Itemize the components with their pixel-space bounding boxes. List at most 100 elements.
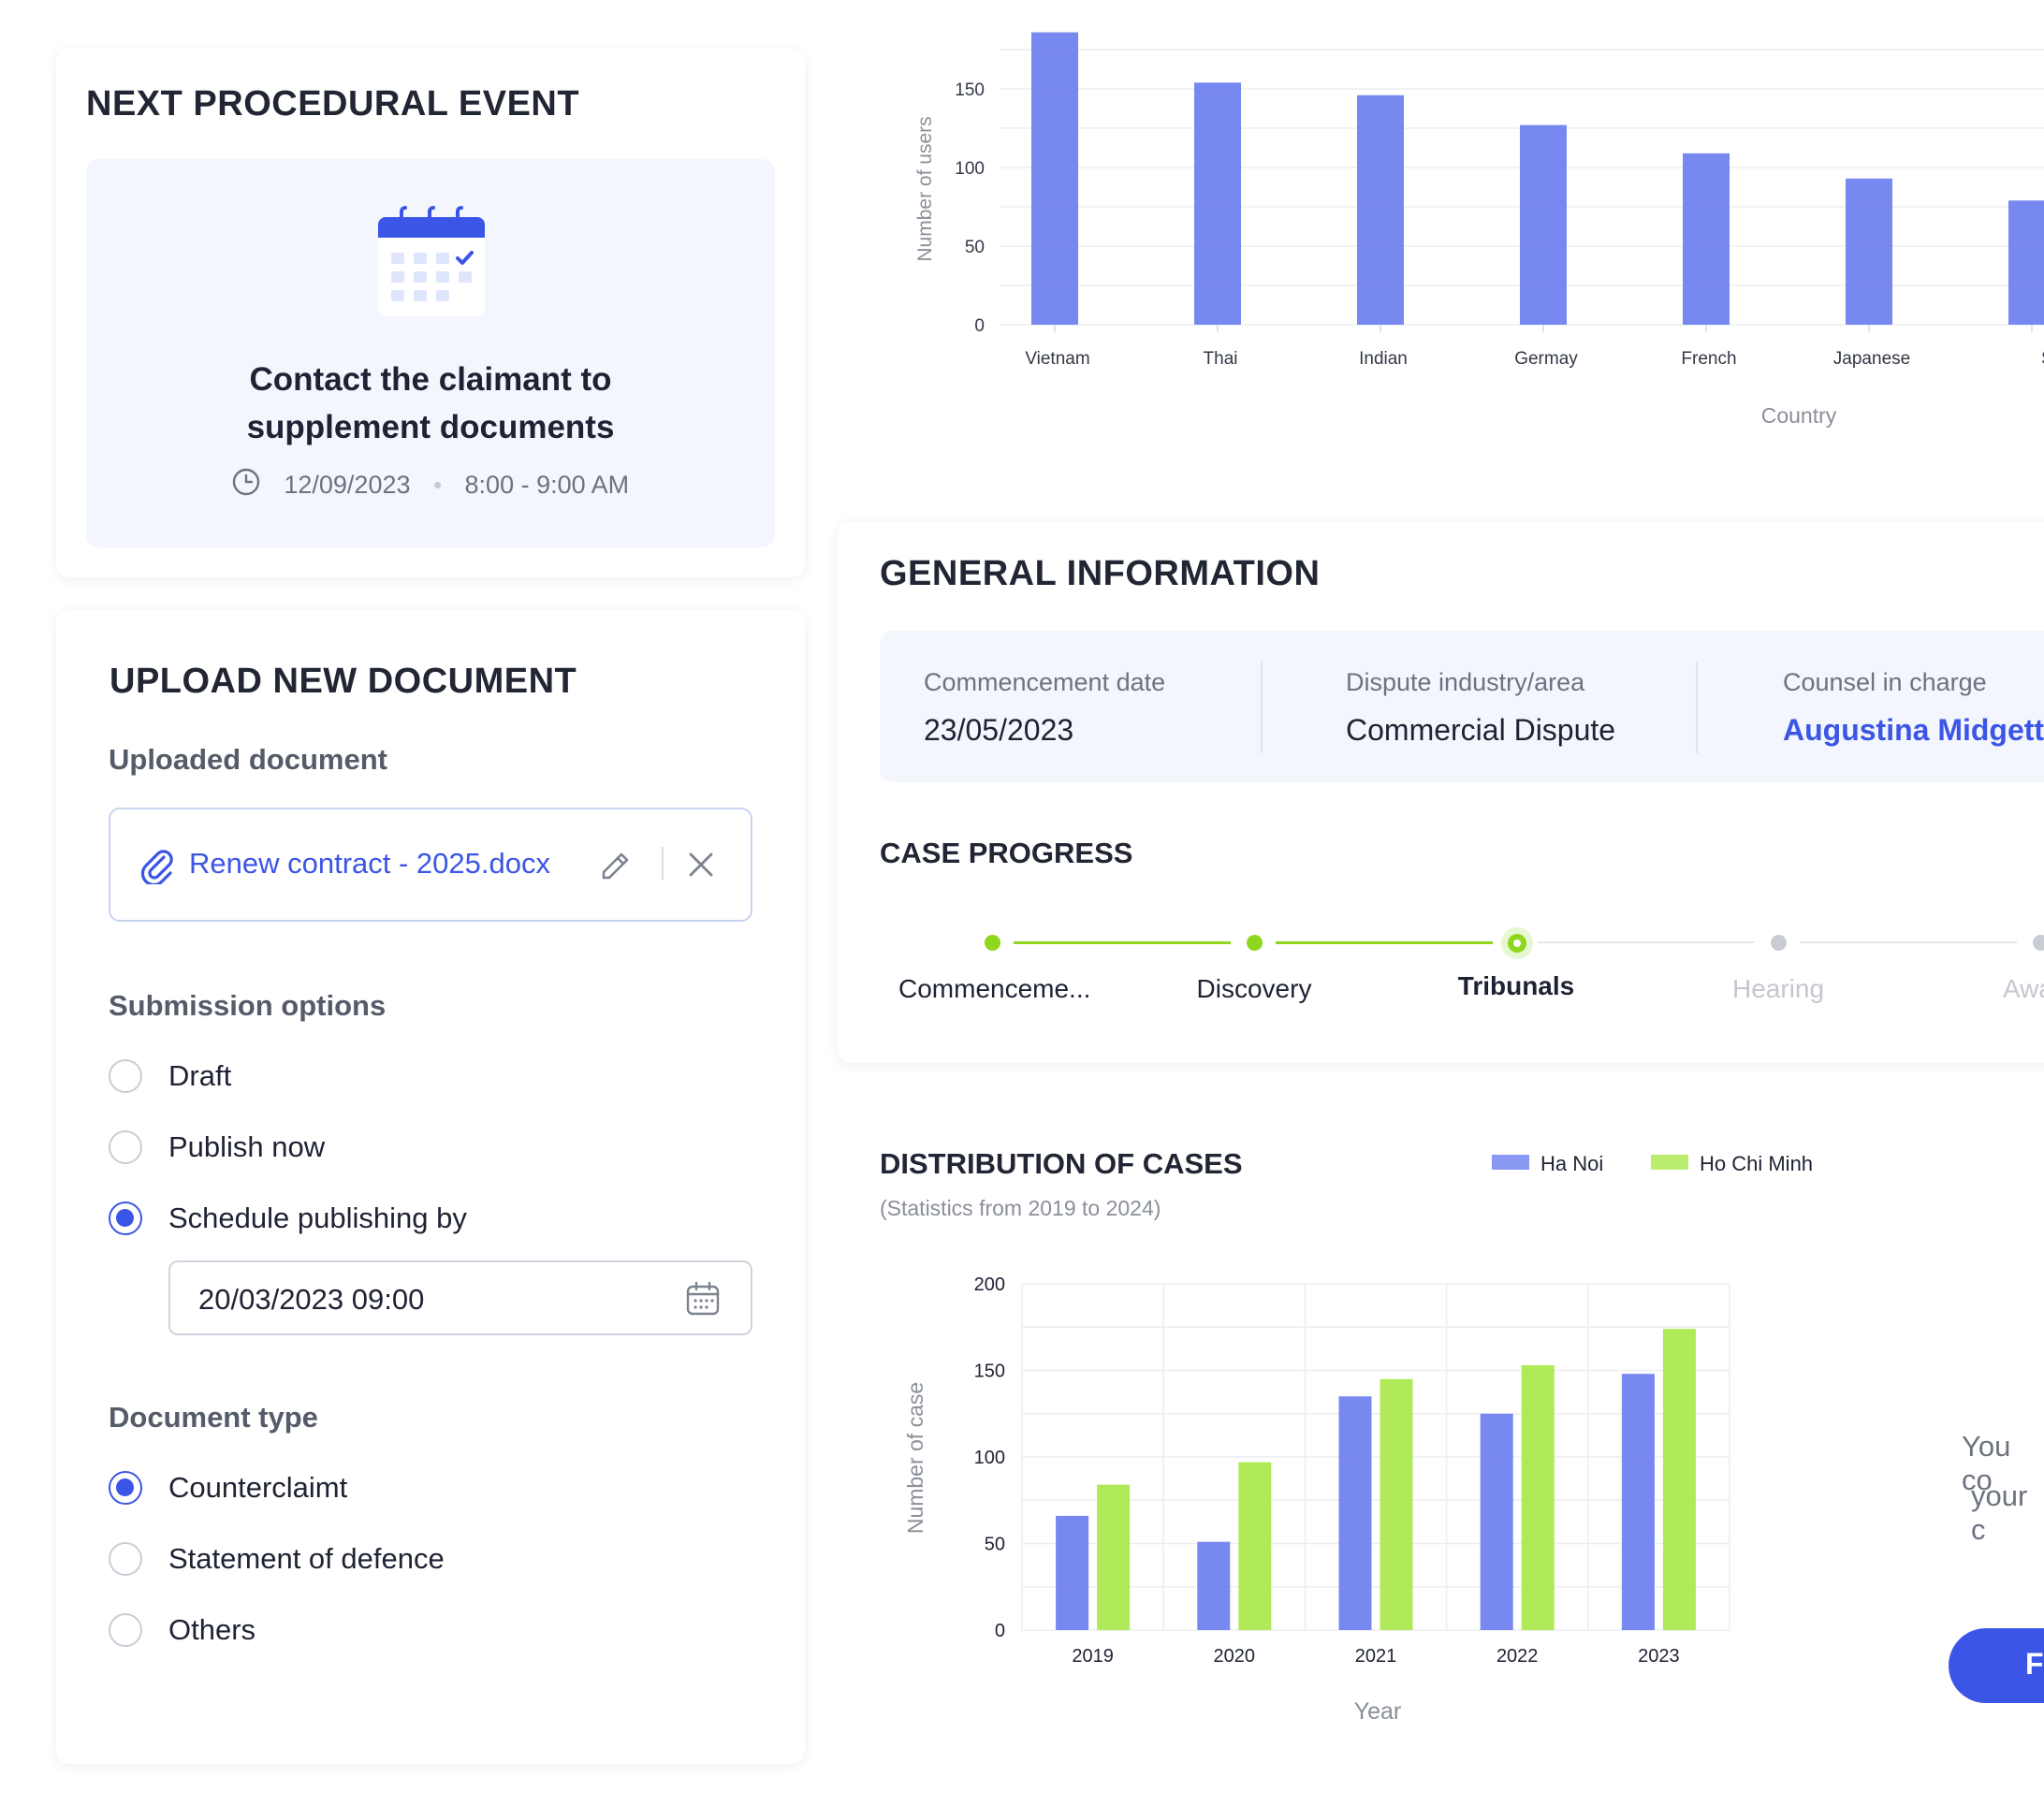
cases-y-tick: 0 [995,1621,1005,1641]
step-label-commencement: Commenceme... [898,974,1091,1003]
legend-swatch-ho-chi-minh [1651,1155,1688,1170]
distribution-subtitle: (Statistics from 2019 to 2024) [880,1196,1161,1220]
close-icon[interactable] [687,851,715,883]
users-by-country-chart: 0 50 100 150 Vietnam Thai Indian Germay French J… [914,32,2044,428]
cases-bar-ha-noi-2022 [1480,1413,1513,1630]
cases-bar-ha-noi-2019 [1056,1515,1089,1630]
cases-category-label: 2023 [1638,1646,1680,1667]
option-others-label: Others [168,1613,256,1646]
file-name-link[interactable]: Renew contract - 2025.docx [189,847,550,880]
progress-line-4 [1800,941,2017,943]
radio-statement-of-defence[interactable] [109,1542,142,1576]
cases-y-tick: 100 [974,1448,1005,1468]
schedule-value: 20/03/2023 09:00 [198,1283,425,1316]
country-y-tick: 100 [955,159,985,179]
case-progress-title: CASE PROGRESS [880,837,1133,869]
radio-counterclaim[interactable] [109,1471,142,1505]
country-category-label: Germay [1514,349,1578,369]
progress-line-3 [1538,941,1755,943]
event-title-line-1: Contact the claimant to [249,361,612,398]
country-bar-indian [1357,95,1404,325]
cases-category-label: 2020 [1214,1646,1256,1667]
calendar-icon [376,206,487,323]
edit-icon[interactable] [599,849,633,887]
divider [662,847,664,881]
country-bar-japanese [1846,178,1892,325]
counsel-label: Counsel in charge [1783,668,1987,696]
country-category-label: Indian [1359,349,1408,369]
next-event-panel: Contact the claimant to supplement docum… [86,159,775,547]
cases-bar-ha-noi-2023 [1621,1374,1655,1630]
event-time: 8:00 - 9:00 AM [464,471,630,499]
side-action-button-label: F [2025,1647,2044,1681]
legend-swatch-ha-noi [1492,1155,1529,1170]
step-label-hearing: Hearing [1731,974,1825,1003]
event-date: 12/09/2023 [284,471,411,499]
dispute-industry-value: Commercial Dispute [1346,713,1616,747]
step-label-tribunals: Tribunals [1457,971,1575,1000]
submission-options-label: Submission options [109,989,387,1022]
radio-publish-now[interactable] [109,1130,142,1164]
paperclip-icon [139,847,176,889]
uploaded-document-label: Uploaded document [109,743,387,776]
info-divider-2 [1696,662,1698,753]
option-draft-label: Draft [168,1059,232,1092]
event-title-line-2: supplement documents [246,409,615,445]
cases-bar-ho-chi-minh-2021 [1380,1378,1413,1630]
country-x-axis-label: Country [1761,403,1837,428]
legend-label-ha-noi: Ha Noi [1540,1152,1603,1175]
country-category-label: Thai [1204,349,1238,369]
dispute-industry-label: Dispute industry/area [1346,668,1585,696]
clock-icon [232,468,260,502]
option-counterclaim-label: Counterclaimt [168,1471,348,1504]
country-y-axis-label: Number of users [914,116,936,261]
radio-draft[interactable] [109,1059,142,1093]
cases-y-tick: 50 [985,1535,1005,1555]
step-dot-tribunals-core [1513,939,1521,947]
cases-bar-ha-noi-2020 [1197,1541,1231,1630]
option-statement-label: Statement of defence [168,1542,445,1575]
step-dot-discovery [1247,935,1263,951]
country-category-label: Vietnam [1025,349,1089,369]
cases-category-label: 2022 [1496,1646,1539,1667]
cases-bar-ho-chi-minh-2020 [1238,1462,1272,1630]
radio-others[interactable] [109,1613,142,1647]
cases-bar-ho-chi-minh-2022 [1521,1364,1555,1630]
side-text-line-2: your c [1971,1479,2028,1546]
counsel-link[interactable]: Augustina Midgett [1783,713,2044,747]
country-bar-french [1683,153,1730,325]
radio-schedule-publishing[interactable] [109,1202,142,1235]
country-category-label: French [1681,349,1736,369]
event-datetime: 12/09/2023 8:00 - 9:00 AM [86,468,775,502]
cases-by-year-chart: Ha Noi Ho Chi Minh 0 50 100 150 200 2019 2020 2… [903,1152,1813,1722]
cases-bar-ho-chi-minh-2023 [1662,1329,1696,1630]
commencement-date-value: 23/05/2023 [924,713,1074,747]
step-label-award: Awa [2003,974,2044,1003]
cases-bar-ho-chi-minh-2019 [1097,1484,1131,1630]
calendar-picker-icon[interactable] [685,1281,721,1321]
info-divider-1 [1261,662,1263,753]
cases-y-tick: 200 [974,1274,1005,1295]
upload-title: UPLOAD NEW DOCUMENT [110,662,577,701]
progress-line-2 [1276,941,1493,944]
next-event-title: NEXT PROCEDURAL EVENT [86,84,580,124]
next-event-card: NEXT PROCEDURAL EVENT Contact the [56,49,805,577]
country-y-tick: 0 [974,316,985,336]
document-type-label: Document type [109,1401,318,1434]
commencement-date-label: Commencement date [924,668,1166,696]
country-bar-germay [1520,124,1567,325]
side-action-button[interactable]: F [1949,1628,2044,1703]
option-publish-now-label: Publish now [168,1130,326,1163]
schedule-datetime-input[interactable]: 20/03/2023 09:00 [168,1260,752,1335]
progress-line-1 [1014,941,1231,944]
cases-y-axis-label: Number of case [903,1382,927,1534]
event-title: Contact the claimant to supplement docum… [86,356,775,451]
distribution-title: DISTRIBUTION OF CASES [880,1147,1243,1180]
country-y-tick: 150 [955,80,985,100]
country-bar-vietnam [1031,32,1078,326]
upload-card: UPLOAD NEW DOCUMENT Uploaded document Re… [56,610,805,1764]
cases-y-tick: 150 [974,1362,1005,1382]
general-info-card: GENERAL INFORMATION Commencement date 23… [838,522,2044,1063]
country-category-label: Singap [2041,349,2044,369]
info-panel: Commencement date 23/05/2023 Dispute ind… [880,631,2044,782]
